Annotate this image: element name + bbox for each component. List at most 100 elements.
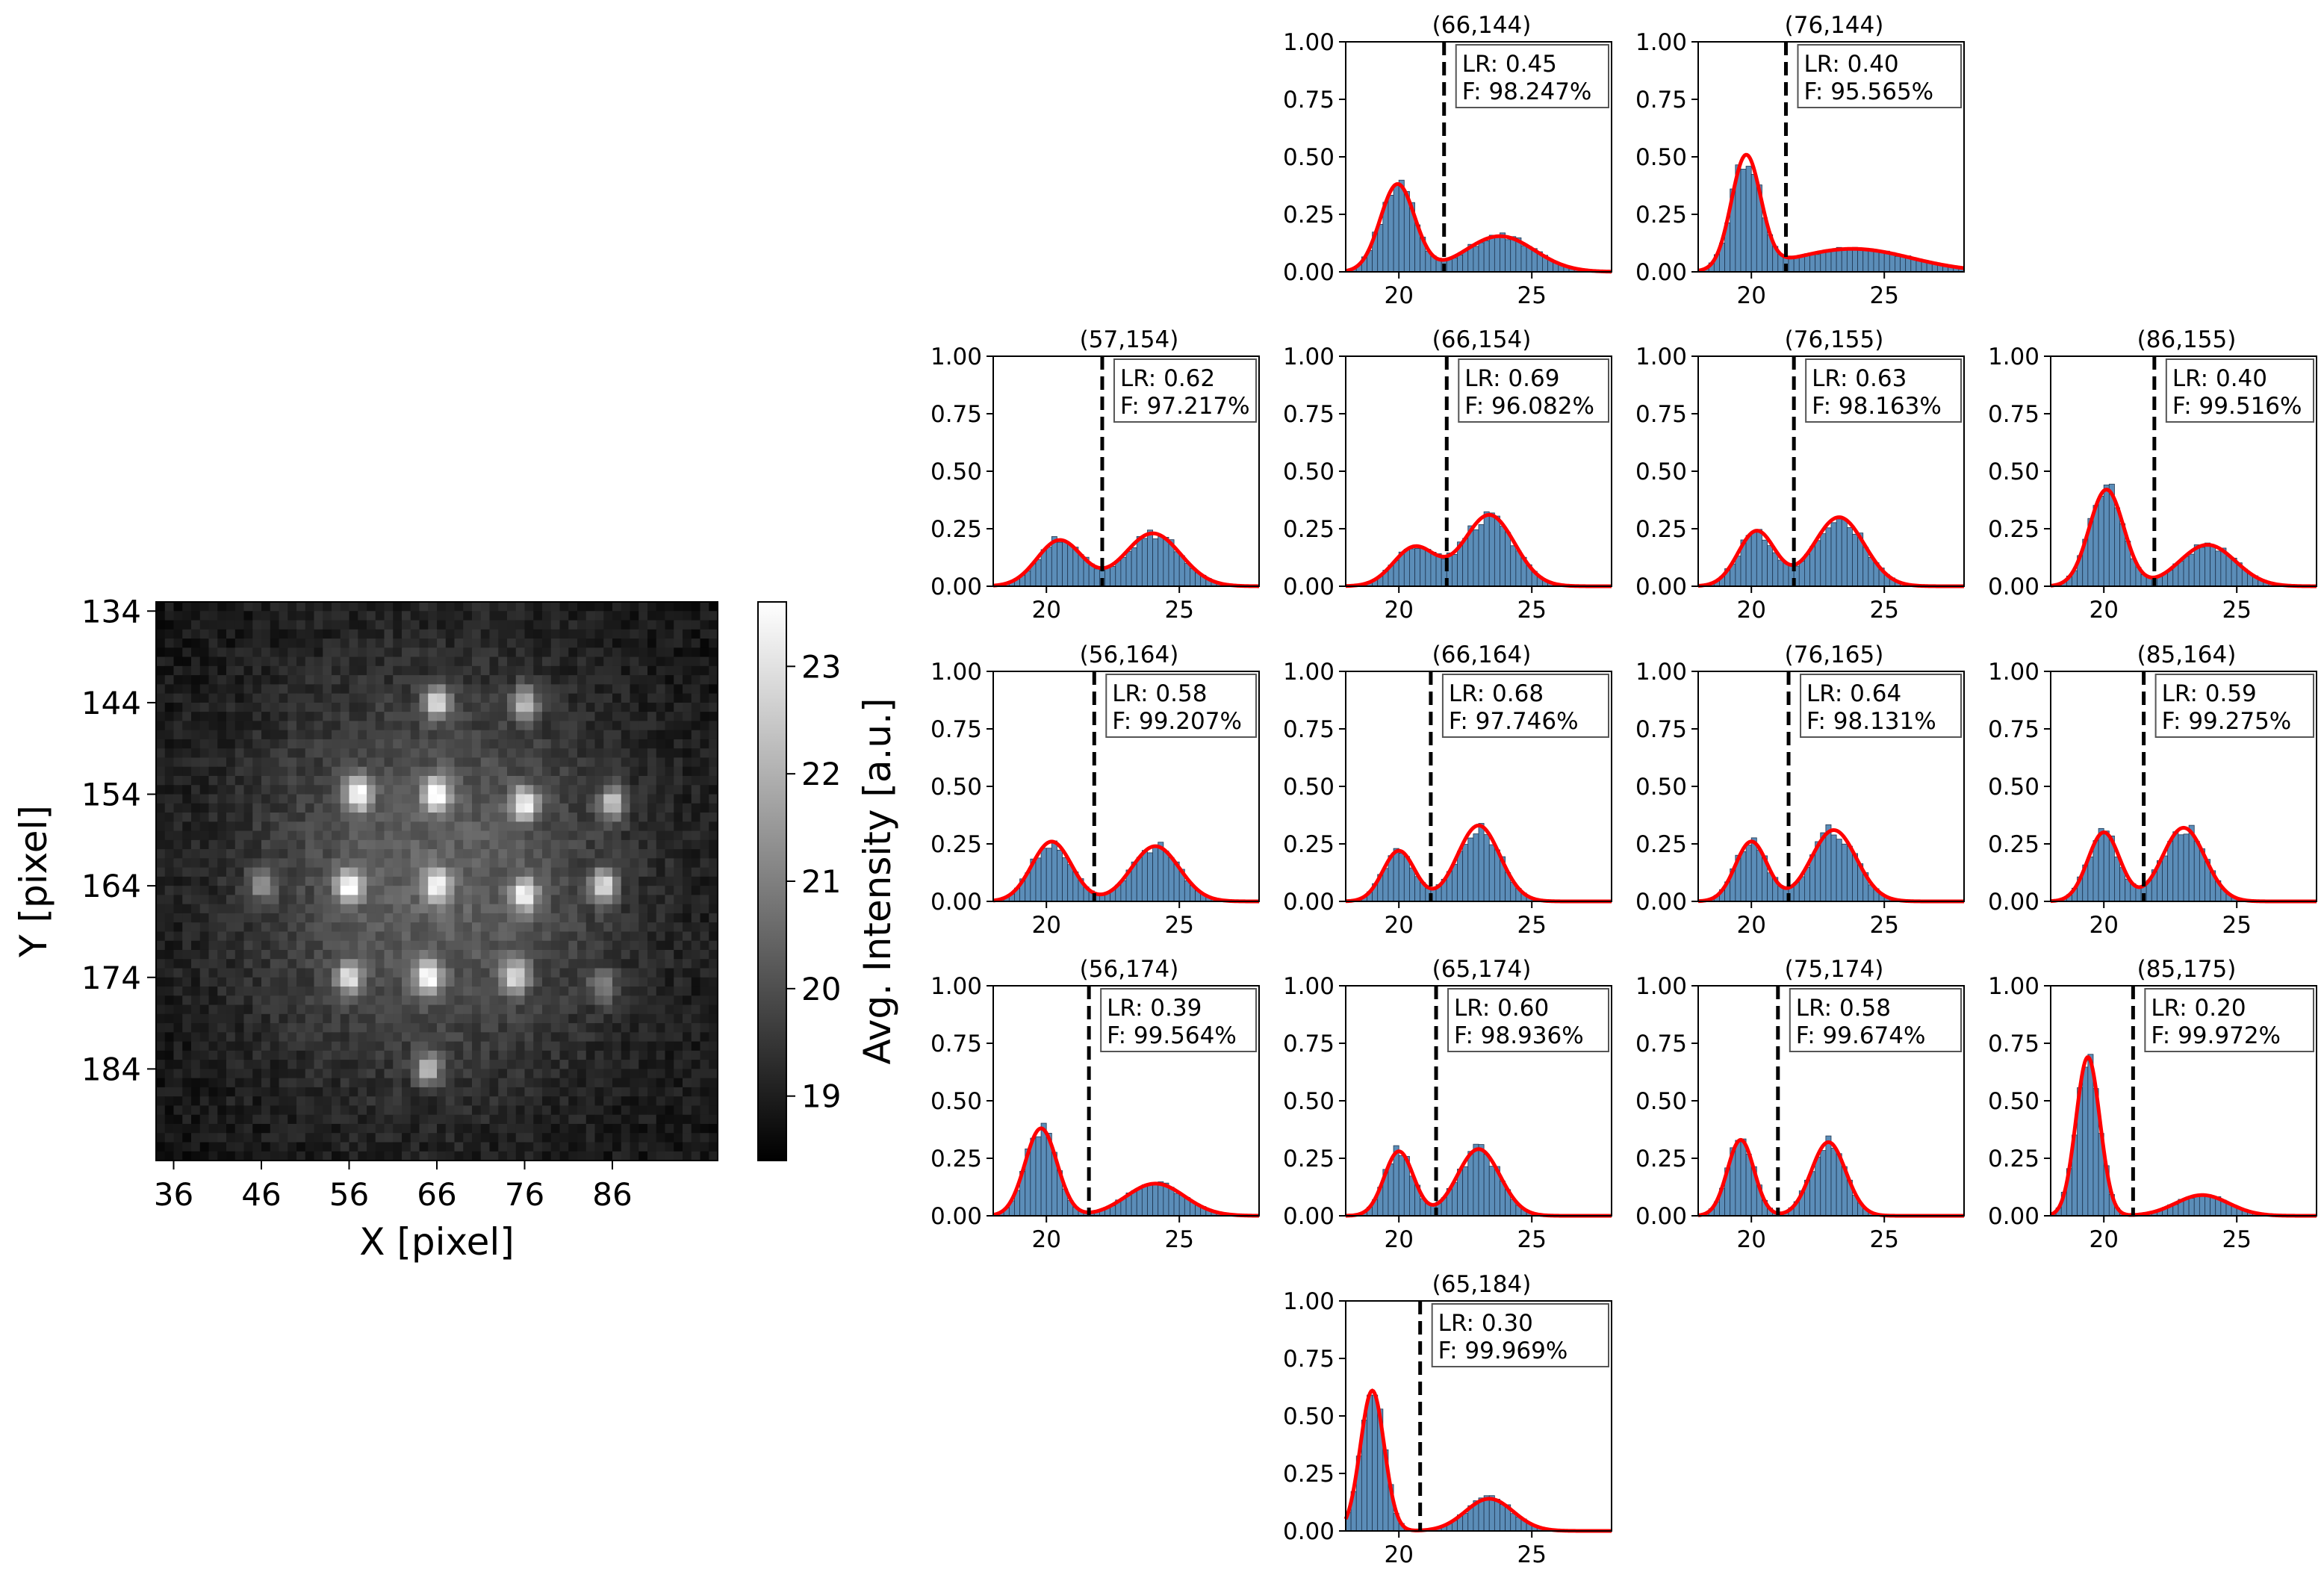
heatmap-cell [498, 684, 508, 695]
heatmap-cell [305, 785, 315, 795]
heatmap-cell [612, 1142, 622, 1152]
heatmap-cell [234, 1078, 245, 1088]
heatmap-cell [393, 602, 403, 612]
histogram-bar [2103, 1165, 2110, 1217]
heatmap-cell [585, 785, 596, 795]
heatmap-cell [367, 721, 376, 731]
heatmap-cell [305, 684, 315, 695]
heatmap-cell [691, 611, 701, 621]
heatmap-cell [550, 1151, 561, 1161]
heatmap-cell [217, 1114, 227, 1125]
heatmap-cell [621, 629, 631, 639]
heatmap-cell [603, 665, 613, 676]
heatmap-cell [603, 886, 613, 895]
heatmap-cell [472, 839, 482, 850]
heatmap-cell [323, 839, 332, 850]
heatmap-cell [691, 904, 701, 914]
heatmap-cell [358, 867, 367, 877]
heatmap-cell [402, 821, 411, 832]
heatmap-cell [515, 785, 526, 795]
histogram-bar [1211, 898, 1217, 902]
heatmap-cell [410, 1087, 420, 1097]
histogram-bar [1163, 851, 1169, 902]
heatmap-cell [234, 1023, 245, 1033]
heatmap-cell [191, 629, 201, 639]
fidelity-label: F: 99.972% [2151, 1022, 2281, 1049]
heatmap-cell [683, 675, 692, 685]
heatmap-cell [305, 757, 315, 768]
heatmap-cell [375, 995, 385, 1006]
heatmap-cell [217, 913, 227, 923]
heatmap-cell [665, 886, 674, 895]
heatmap-cell [226, 1142, 236, 1152]
heatmap-cell [261, 675, 271, 685]
heatmap-cell [164, 959, 175, 969]
heatmap-cell [252, 1142, 262, 1152]
heatmap-cell [656, 665, 666, 676]
heatmap-cell [419, 721, 429, 731]
heatmap-cell [252, 1004, 262, 1015]
histogram-bar [1003, 583, 1010, 587]
heatmap-cell [585, 730, 596, 740]
heatmap-cell [656, 721, 666, 731]
heatmap-cell [367, 794, 376, 804]
heatmap-cell [217, 639, 227, 648]
heatmap-cell [217, 702, 227, 712]
heatmap-cell [691, 629, 701, 639]
heatmap-cell [428, 959, 438, 969]
heatmap-cell [542, 1096, 552, 1107]
heatmap-cell [252, 730, 262, 740]
heatmap-cell [270, 813, 280, 822]
fit-curve [992, 839, 1259, 904]
heatmap-cell [515, 1105, 526, 1116]
heatmap-cell [340, 1013, 350, 1024]
heatmap-cell [261, 712, 271, 722]
heatmap-cell [656, 959, 666, 969]
heatmap-cell [402, 675, 411, 685]
heatmap-cell [279, 1004, 288, 1015]
heatmap-cell [656, 1032, 666, 1043]
histogram-ytick-label: 0.00 [1988, 574, 2039, 600]
heatmap-cell [305, 1123, 315, 1134]
heatmap-cell [577, 1060, 587, 1069]
heatmap-cell [665, 629, 674, 639]
heatmap-cell [182, 1032, 192, 1043]
heatmap-cell [533, 968, 543, 978]
heatmap-cell [393, 1050, 403, 1060]
heatmap-cell [568, 748, 578, 759]
heatmap-cell [305, 620, 315, 630]
heatmap-cell [568, 602, 578, 612]
heatmap-cell [665, 775, 674, 786]
heatmap-cell [305, 1023, 315, 1033]
heatmap-cell [375, 1078, 385, 1088]
heatmap-cell [603, 977, 613, 987]
heatmap-xtick-label: 46 [241, 1176, 281, 1213]
heatmap-cell [630, 1050, 639, 1060]
heatmap-cell [243, 675, 253, 685]
heatmap-cell [375, 766, 385, 777]
heatmap-cell [621, 730, 631, 740]
heatmap-cell [182, 647, 192, 658]
fit-curve [1345, 823, 1612, 904]
heatmap-cell [542, 748, 552, 759]
heatmap-cell [568, 1133, 578, 1143]
heatmap-cell [332, 1004, 341, 1015]
heatmap-cell [428, 647, 438, 658]
heatmap-cell [524, 904, 534, 914]
histogram-bar [1093, 568, 1100, 587]
heatmap-cell [340, 987, 350, 996]
heatmap-cell [332, 1123, 341, 1134]
histogram-bar [2193, 544, 2200, 587]
heatmap-cell [550, 867, 561, 877]
heatmap-cell [296, 721, 306, 731]
histogram-bar [1862, 1208, 1869, 1217]
heatmap-cell [270, 895, 280, 905]
heatmap-cell [691, 1142, 701, 1152]
heatmap-cell [164, 1004, 175, 1015]
heatmap-cell [480, 794, 491, 804]
heatmap-cell [428, 1013, 438, 1024]
heatmap-cell [524, 839, 534, 850]
heatmap-cell [585, 839, 596, 850]
heatmap-cell [393, 913, 403, 923]
heatmap-cell [164, 858, 175, 869]
